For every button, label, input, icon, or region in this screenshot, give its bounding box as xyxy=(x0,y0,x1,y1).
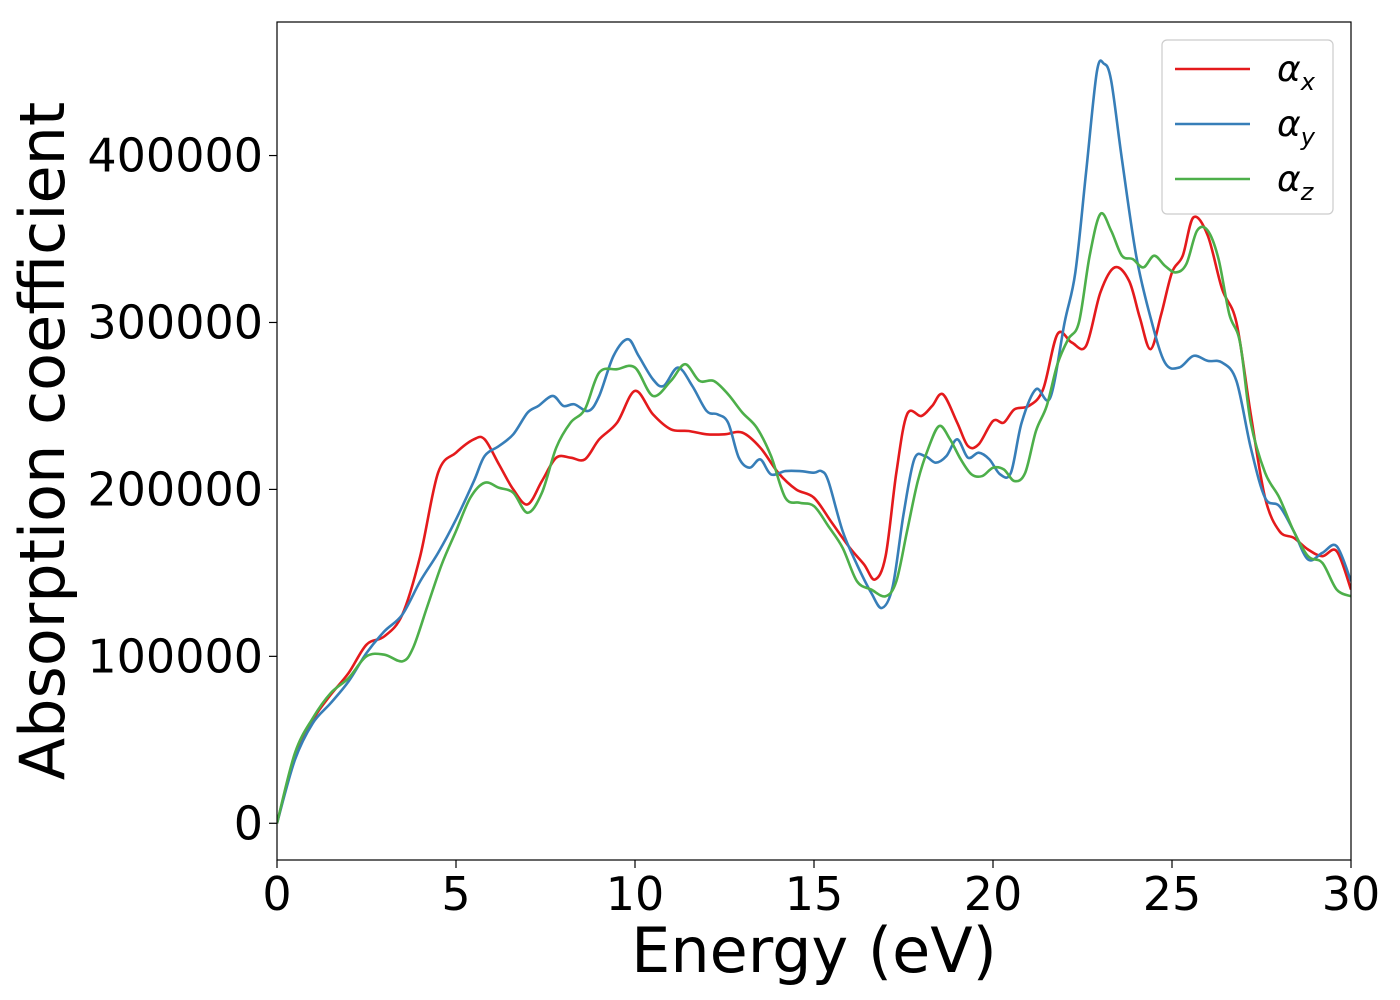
x-tick-label: 10 xyxy=(606,867,665,921)
y-axis: 0 100000 200000 300000 400000 xyxy=(87,129,277,850)
y-axis-title: Absorption coefficient xyxy=(6,102,79,781)
series-line-y xyxy=(277,59,1351,824)
y-tick-label: 200000 xyxy=(87,462,263,516)
legend: αx αy αz xyxy=(1161,39,1334,215)
y-tick-label: 300000 xyxy=(87,295,263,349)
x-axis-title: Energy (eV) xyxy=(631,914,997,987)
y-tick-label: 100000 xyxy=(87,629,263,683)
x-tick-label: 20 xyxy=(964,867,1023,921)
x-tick-label: 5 xyxy=(441,867,470,921)
legend-box xyxy=(1161,39,1334,215)
series-layer xyxy=(277,59,1351,824)
y-tick-label: 0 xyxy=(234,796,263,850)
x-tick-label: 0 xyxy=(262,867,291,921)
legend-label-x: αx xyxy=(1277,49,1316,96)
legend-label-z: αz xyxy=(1277,159,1315,206)
x-tick-label: 15 xyxy=(785,867,844,921)
legend-label-y: αy xyxy=(1277,104,1316,151)
series-line-z xyxy=(277,211,1351,824)
x-tick-label: 25 xyxy=(1143,867,1202,921)
x-axis: 0 5 10 15 20 25 30 xyxy=(262,860,1380,921)
x-tick-label: 30 xyxy=(1322,867,1381,921)
y-tick-label: 400000 xyxy=(87,129,263,183)
series-line-x xyxy=(277,215,1351,824)
